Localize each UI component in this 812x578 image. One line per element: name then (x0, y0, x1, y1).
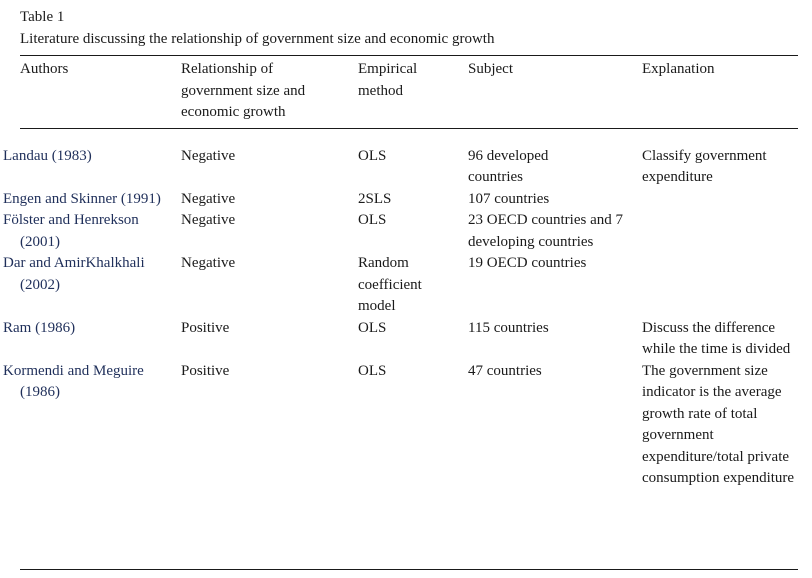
cell-method: OLS (358, 147, 387, 164)
cell-explanation: Discuss the difference while the time is… (642, 319, 791, 358)
table-caption: Table 1 Literature discussing the relati… (20, 7, 494, 50)
cell-subject: 115 countries (468, 319, 549, 336)
header-rule (20, 128, 798, 129)
cell-authors: Kormendi and Meguire (1986) (3, 362, 144, 401)
cell-explanation: Classify government expenditure (642, 147, 767, 186)
header-subject: Subject (468, 61, 513, 77)
header-method: Empirical method (358, 61, 418, 99)
cell-authors: Ram (1986) (3, 319, 76, 336)
cell-relationship: Negative (181, 255, 236, 271)
cell-relationship: Positive (181, 319, 230, 336)
header-row: Authors Relationship of government size … (20, 59, 810, 135)
table-row: Dar and AmirKhalkhali (2002) Negative Ra… (3, 253, 810, 318)
cell-subject: 47 countries (468, 362, 542, 379)
cell-relationship: Negative (181, 212, 236, 228)
cell-method: Random coefficient model (358, 255, 422, 314)
cell-explanation (642, 189, 810, 211)
top-rule (20, 55, 798, 56)
cell-explanation (642, 210, 810, 253)
cell-relationship: Negative (181, 190, 236, 207)
literature-table: Authors Relationship of government size … (3, 59, 810, 490)
header-explanation: Explanation (642, 61, 715, 77)
table-row: Landau (1983) Negative OLS 96 developed … (3, 135, 810, 189)
cell-authors: Landau (1983) (3, 147, 92, 164)
cell-subject: 107 countries (468, 190, 550, 207)
bottom-rule (20, 569, 798, 570)
table-label: Table 1 (20, 9, 65, 25)
cell-authors: Fölster and Henrekson (2001) (3, 212, 139, 250)
header-authors: Authors (20, 61, 69, 77)
cell-subject: 96 developed countries (468, 147, 549, 186)
cell-relationship: Negative (181, 147, 236, 164)
cell-subject: 23 OECD countries and 7 developing count… (468, 212, 623, 250)
cell-subject: 19 OECD countries (468, 255, 587, 271)
table-row: Engen and Skinner (1991) Negative 2SLS 1… (3, 189, 810, 211)
cell-method: OLS (358, 319, 387, 336)
cell-relationship: Positive (181, 362, 230, 379)
cell-explanation: The government size indicator is the ave… (642, 362, 795, 487)
table-title: Literature discussing the relationship o… (20, 30, 495, 47)
cell-authors: Engen and Skinner (1991) (3, 190, 161, 207)
cell-method: 2SLS (358, 190, 392, 207)
cell-explanation (642, 253, 810, 318)
table-row: Fölster and Henrekson (2001) Negative OL… (3, 210, 810, 253)
table-row: Kormendi and Meguire (1986) Positive OLS… (3, 361, 810, 490)
cell-authors: Dar and AmirKhalkhali (2002) (3, 255, 145, 293)
table-row: Ram (1986) Positive OLS 115 countries Di… (3, 318, 810, 361)
cell-method: OLS (358, 212, 387, 228)
header-relationship: Relationship of government size and econ… (181, 61, 306, 120)
cell-method: OLS (358, 362, 387, 379)
